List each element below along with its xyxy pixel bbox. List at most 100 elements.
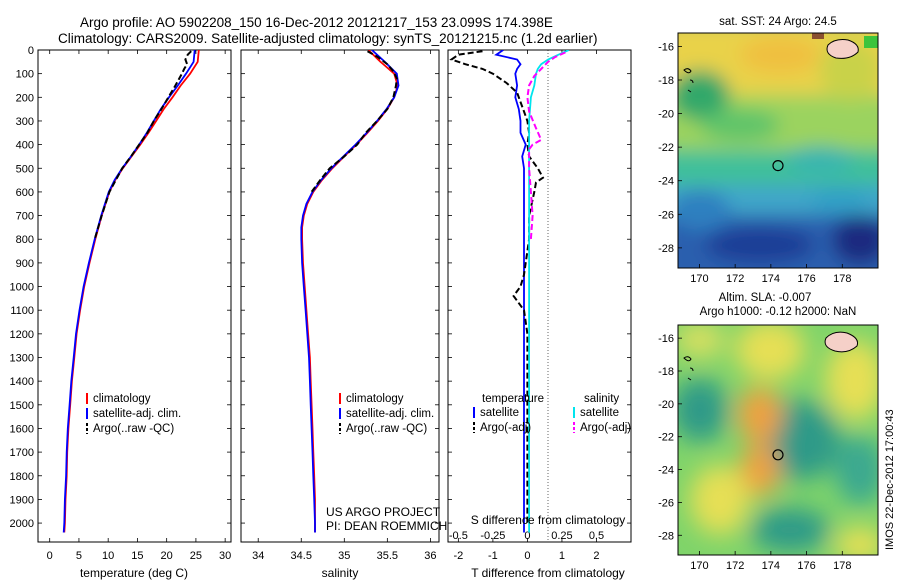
island-outline-small: [683, 68, 694, 93]
map-y-tick-label: -26: [658, 209, 674, 221]
y-tick-label: 1400: [10, 376, 34, 388]
salinity-panel: 34 34.5 35 35.5 36 salinity climatology satel…: [240, 49, 447, 580]
y-tick-label: 400: [16, 140, 34, 152]
legend-entry: satellite-adj. clim.: [346, 408, 434, 420]
salinity-diff-tick-label: 0.5: [589, 530, 604, 542]
map-y-tick-label: -22: [658, 142, 674, 154]
sla-map-frame: [677, 324, 879, 556]
legend-entry: Argo(..raw -QC): [93, 423, 174, 435]
map-x-tick-label: 172: [726, 273, 744, 285]
sla-map-panel: Altim. SLA: -0.007 Argo h1000: -0.12 h20…: [658, 292, 879, 572]
sst-map-frame: [677, 32, 879, 269]
difference-xlabel-top: S difference from climatology: [471, 513, 626, 527]
x-tick-label: 20: [161, 550, 173, 562]
x-tick-label: 34.5: [291, 550, 312, 562]
x-tick-label: 25: [190, 550, 202, 562]
map-y-tick-label: -16: [658, 41, 674, 53]
map-y-tick-label: -20: [658, 109, 674, 121]
x-tick-label: 0: [524, 550, 530, 562]
temperature-panel: 0100200300400500600700800900100011001200…: [10, 45, 232, 580]
map-x-tick-label: 172: [726, 560, 744, 572]
map-y-tick-label: -16: [658, 333, 674, 345]
sst-field: [678, 33, 878, 268]
x-tick-label: -2: [453, 550, 463, 562]
x-tick-label: 36: [424, 550, 436, 562]
map-x-tick-label: 174: [762, 273, 780, 285]
series-line-argo-adj-: [449, 50, 545, 524]
map-y-tick-label: -24: [658, 465, 674, 477]
series-line-argo-raw-qc-: [93, 50, 192, 240]
series-line-argo-raw-qc-: [310, 50, 398, 193]
salinity-legend: climatology satellite-adj. clim. Argo(..ra…: [339, 393, 434, 435]
legend-entry: satellite: [480, 407, 519, 419]
map-y-tick-label: -22: [658, 432, 674, 444]
y-tick-label: 1200: [10, 329, 34, 341]
land-patch: [864, 36, 878, 48]
y-tick-label: 1700: [10, 447, 34, 459]
legend-entry: climatology: [346, 393, 404, 405]
argo-location-marker: [772, 160, 784, 172]
island-outline: [826, 39, 859, 59]
legend-title: salinity: [584, 393, 619, 405]
legend-entry: Argo(-adj): [580, 422, 631, 434]
map-y-tick-label: -28: [658, 530, 674, 542]
y-tick-label: 1900: [10, 494, 34, 506]
map-y-tick-label: -26: [658, 497, 674, 509]
y-tick-label: 1600: [10, 423, 34, 435]
legend-entry: satellite: [580, 407, 619, 419]
series-line-argo-adj-: [526, 51, 566, 240]
island-outline: [824, 331, 858, 353]
y-tick-label: 2000: [10, 518, 34, 530]
x-tick-label: 35.5: [377, 550, 398, 562]
legend-entry: climatology: [93, 393, 151, 405]
credit-line1: US ARGO PROJECT: [326, 505, 441, 519]
y-tick-label: 1800: [10, 471, 34, 483]
difference-legend: temperature salinity satellite Argo(-adj) sa…: [473, 393, 631, 434]
map-y-tick-label: -28: [658, 243, 674, 255]
difference-xlabel: T difference from climatology: [471, 566, 625, 580]
sla-map-title-line1: Altim. SLA: -0.007: [719, 292, 812, 304]
x-tick-label: 30: [219, 550, 231, 562]
sst-map-panel: sat. SST: 24 Argo: 24.5: [658, 16, 879, 285]
y-tick-label: 500: [16, 163, 34, 175]
map-x-tick-label: 176: [797, 273, 815, 285]
x-tick-label: 2: [593, 550, 599, 562]
island-outline-small: [683, 356, 694, 381]
credit-line2: PI: DEAN ROEMMICH: [326, 519, 447, 533]
argo-location-marker: [772, 449, 784, 461]
y-tick-label: 1300: [10, 353, 34, 365]
series-line-satellite: [494, 50, 527, 533]
y-tick-label: 800: [16, 234, 34, 246]
x-tick-label: 34: [252, 550, 264, 562]
y-tick-label: 200: [16, 92, 34, 104]
y-tick-label: 600: [16, 187, 34, 199]
series-line-satellite-adj-clim-: [300, 50, 400, 533]
salinity-plot-frame: [240, 49, 440, 543]
map-x-tick-label: 170: [690, 560, 708, 572]
salinity-diff-tick-label: -0.25: [480, 530, 505, 542]
imos-stamp: IMOS 22-Dec-2012 17:00:43: [884, 409, 896, 550]
salinity-diff-tick-label: 0: [524, 530, 530, 542]
difference-panel: -2 -1 0 1 2 -0.5 -0.25 0 0.25 0.5 S difference fr…: [447, 49, 632, 580]
y-tick-label: 1500: [10, 400, 34, 412]
y-tick-label: 700: [16, 211, 34, 223]
sst-map-title: sat. SST: 24 Argo: 24.5: [719, 16, 837, 28]
salinity-xlabel: salinity: [322, 566, 359, 580]
map-y-tick-label: -18: [658, 366, 674, 378]
y-tick-label: 1100: [10, 305, 34, 317]
salinity-diff-tick-label: -0.5: [449, 530, 468, 542]
x-tick-label: 15: [131, 550, 143, 562]
figure-title-line1: Argo profile: AO 5902208_150 16-Dec-2012…: [80, 15, 553, 30]
sla-map-title-line2: Argo h1000: -0.12 h2000: NaN: [700, 306, 857, 318]
map-y-tick-label: -20: [658, 399, 674, 411]
legend-entry: Argo(..raw -QC): [346, 423, 427, 435]
x-tick-label: 10: [102, 550, 114, 562]
difference-plot-frame: [447, 49, 632, 543]
salinity-diff-tick-label: 0.25: [551, 530, 572, 542]
map-x-tick-label: 178: [833, 273, 851, 285]
figure-title-line2: Climatology: CARS2009. Satellite-adjuste…: [58, 31, 598, 46]
series-line-satellite: [528, 50, 570, 533]
legend-entry: Argo(-adj): [480, 422, 531, 434]
x-tick-label: 35: [338, 550, 350, 562]
